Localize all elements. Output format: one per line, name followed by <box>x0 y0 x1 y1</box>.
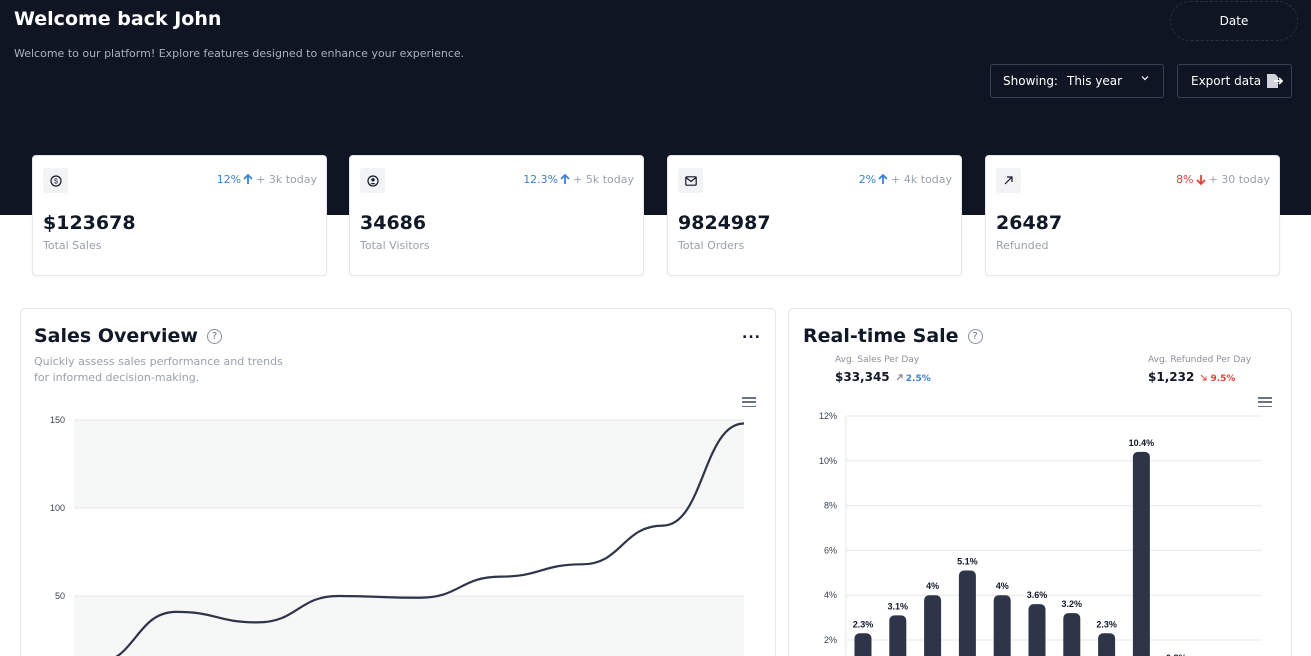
sales-overview-description: Quickly assess sales performance and tre… <box>34 355 283 384</box>
realtime-bar-chart: 12% 10% 8% 6% 4% 2% 2.3% 3.1% 4% 5.1% 4% 3.6% 3.2% 2.… <box>819 411 1261 656</box>
showing-label: Showing: <box>1003 74 1058 88</box>
stat-change: 12.3% + 5k today <box>523 173 634 186</box>
chart-menu-icon[interactable] <box>742 397 756 407</box>
help-icon[interactable]: ? <box>206 328 222 344</box>
bar <box>1132 451 1150 656</box>
bar-value-label: 2.3% <box>1096 619 1117 629</box>
chevron-down-icon <box>1141 74 1149 85</box>
bar <box>1098 633 1116 656</box>
stat-card-sales: $ 12% + 3k today $123678 Total Sales <box>32 155 327 276</box>
trend-down-icon <box>1200 374 1207 381</box>
arrow-up-icon <box>560 174 570 185</box>
bar <box>993 595 1011 656</box>
arrow-up-icon <box>243 174 253 185</box>
mail-icon <box>678 168 703 193</box>
export-data-button[interactable]: Export data <box>1177 64 1292 98</box>
bar-value-label: 0.8% <box>1166 653 1187 656</box>
stat-change: 12% + 3k today <box>216 173 317 186</box>
y-tick-label: 10% <box>819 456 837 466</box>
bar-value-label: 10.4% <box>1129 438 1155 448</box>
stat-card-refunded: 8% + 30 today 26487 Refunded <box>985 155 1280 276</box>
y-tick-label: 100 <box>50 503 65 513</box>
arrow-up-icon <box>878 174 888 185</box>
bar <box>854 633 872 656</box>
avg-sales-kpi: Avg. Sales Per Day $33,345 2.5% <box>835 355 931 384</box>
trend-arrow-icon <box>996 168 1021 193</box>
export-icon <box>1267 74 1284 88</box>
sales-overview-title: Sales Overview ? <box>34 325 222 347</box>
bar <box>1063 613 1081 656</box>
grid-band <box>74 596 744 656</box>
bar <box>958 570 976 656</box>
bar-value-label: 2.3% <box>853 619 874 629</box>
showing-value: This year <box>1066 74 1123 88</box>
bar <box>1028 604 1046 656</box>
bar-value-label: 5.1% <box>957 557 978 567</box>
stat-card-visitors: 12.3% + 5k today 34686 Total Visitors <box>349 155 644 276</box>
showing-select[interactable]: Showing: This year <box>990 64 1164 98</box>
sales-overview-card: Sales Overview ? Quickly assess sales pe… <box>20 308 776 656</box>
y-tick-label: 4% <box>824 590 837 600</box>
bar-value-label: 3.6% <box>1027 590 1048 600</box>
stat-value: 26487 <box>996 212 1063 234</box>
chart-menu-icon[interactable] <box>1258 397 1272 407</box>
stat-label: Refunded <box>996 239 1049 252</box>
dollar-icon: $ <box>43 168 68 193</box>
realtime-sale-title: Real-time Sale ? <box>803 325 983 347</box>
svg-text:$: $ <box>54 178 58 185</box>
y-tick-label: 12% <box>819 411 837 421</box>
stat-card-orders: 2% + 4k today 9824987 Total Orders <box>667 155 962 276</box>
avg-refund-kpi: Avg. Refunded Per Day $1,232 9.5% <box>1148 355 1252 384</box>
realtime-sale-card: Real-time Sale ? Avg. Sales Per Day $33,… <box>788 308 1292 656</box>
y-tick-label: 8% <box>824 501 837 511</box>
stat-change: 2% + 4k today <box>858 173 952 186</box>
y-tick-label: 150 <box>50 415 65 425</box>
date-button[interactable]: Date <box>1170 1 1298 41</box>
sales-line-chart: 150 100 50 <box>50 415 745 656</box>
user-icon <box>360 168 385 193</box>
trend-up-icon <box>896 374 903 381</box>
bar <box>924 595 942 656</box>
y-tick-label: 50 <box>55 591 65 601</box>
stat-value: 34686 <box>360 212 427 234</box>
y-tick-label: 2% <box>824 635 837 645</box>
stat-label: Total Visitors <box>360 239 430 252</box>
help-icon[interactable]: ? <box>967 328 983 344</box>
more-options-button[interactable]: ... <box>742 326 761 342</box>
arrow-down-icon <box>1195 174 1206 185</box>
export-label: Export data <box>1191 74 1262 88</box>
grid-band <box>74 420 744 508</box>
stat-change: 8% + 30 today <box>1176 173 1270 186</box>
bar-value-label: 4% <box>926 581 939 591</box>
stat-label: Total Orders <box>678 239 745 252</box>
page-subtitle: Welcome to our platform! Explore feature… <box>14 47 465 60</box>
sales-line <box>115 422 745 656</box>
bar-value-label: 3.2% <box>1062 599 1083 609</box>
y-tick-label: 6% <box>824 545 837 555</box>
stat-value: $123678 <box>43 212 136 234</box>
page-title: Welcome back John <box>14 8 222 30</box>
bar <box>889 615 907 656</box>
stat-value: 9824987 <box>678 212 771 234</box>
bar-value-label: 4% <box>996 581 1009 591</box>
stat-label: Total Sales <box>43 239 102 252</box>
bar-value-label: 3.1% <box>888 601 909 611</box>
